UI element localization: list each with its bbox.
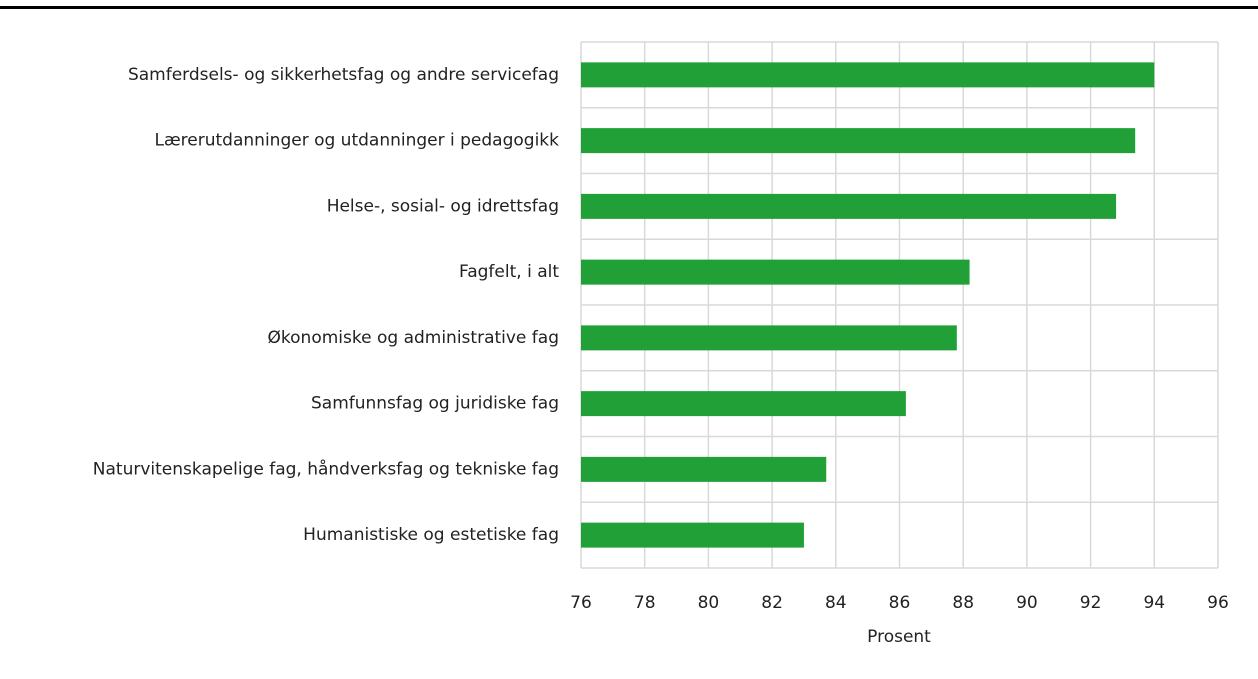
bar	[581, 391, 906, 417]
x-tick-label: 84	[825, 593, 847, 613]
x-tick-label: 96	[1207, 593, 1229, 613]
y-tick-label: Samfunnsfag og juridiske fag	[311, 394, 559, 414]
y-tick-label: Lærerutdanninger og utdanninger i pedago…	[155, 131, 560, 151]
top-rule	[0, 6, 1258, 9]
x-tick-label: 88	[952, 593, 974, 613]
x-tick-label: 90	[1016, 593, 1038, 613]
bar	[581, 259, 970, 285]
bar	[581, 128, 1136, 154]
y-tick-label: Fagfelt, i alt	[459, 262, 559, 282]
bar	[581, 456, 827, 482]
x-tick-label: 82	[761, 593, 783, 613]
y-tick-label: Helse-, sosial- og idrettsfag	[327, 196, 559, 216]
y-tick-label: Samferdsels- og sikkerhetsfag og andre s…	[128, 65, 559, 85]
x-tick-label: 76	[570, 593, 592, 613]
x-axis-title: Prosent	[867, 627, 931, 647]
bar	[581, 193, 1117, 219]
bar	[581, 325, 957, 351]
x-tick-label: 94	[1143, 593, 1165, 613]
x-tick-label: 86	[889, 593, 911, 613]
x-tick-label: 78	[634, 593, 656, 613]
x-tick-label: 80	[698, 593, 720, 613]
y-tick-label: Naturvitenskapelige fag, håndverksfag og…	[93, 458, 559, 479]
y-tick-label: Økonomiske og administrative fag	[268, 328, 559, 348]
x-tick-label: 92	[1080, 593, 1102, 613]
y-tick-label: Humanistiske og estetiske fag	[303, 525, 559, 545]
bar	[581, 62, 1155, 88]
bar	[581, 522, 804, 548]
